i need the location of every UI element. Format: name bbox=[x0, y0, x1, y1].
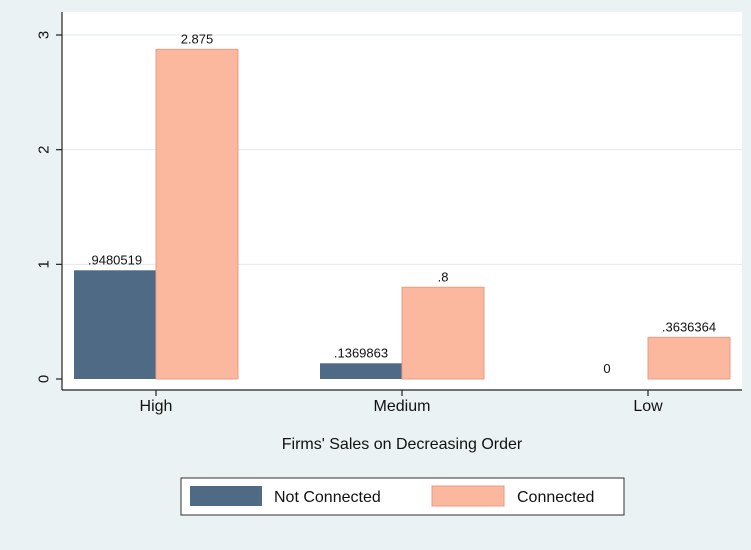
legend-swatch bbox=[431, 485, 505, 507]
bar-not-connected-medium bbox=[320, 363, 402, 379]
x-tick-label: High bbox=[140, 398, 173, 415]
bars bbox=[74, 48, 731, 380]
data-label: .1369863 bbox=[334, 345, 388, 360]
y-tick-label: 2 bbox=[36, 145, 53, 153]
data-label: .3636364 bbox=[662, 319, 716, 334]
x-tick-label: Low bbox=[633, 398, 663, 415]
x-axis-title: Firms' Sales on Decreasing Order bbox=[282, 436, 523, 453]
bar-connected-high bbox=[155, 48, 239, 380]
bar-connected-medium bbox=[401, 286, 485, 380]
data-label: .8 bbox=[438, 269, 449, 284]
data-label: 0 bbox=[603, 361, 610, 376]
legend-label: Connected bbox=[517, 489, 594, 506]
axes: 0 1 2 3 High Medium Low bbox=[36, 12, 742, 415]
legend: Not Connected Connected bbox=[180, 477, 625, 516]
data-label: 2.875 bbox=[181, 31, 214, 46]
data-label: .9480519 bbox=[88, 252, 142, 267]
bar-not-connected-high bbox=[74, 270, 156, 379]
y-tick-label: 0 bbox=[36, 375, 53, 383]
data-labels: .9480519 2.875 .1369863 .8 0 .3636364 bbox=[88, 31, 716, 376]
legend-swatch bbox=[190, 486, 262, 506]
legend-label: Not Connected bbox=[274, 489, 381, 506]
y-tick-label: 3 bbox=[36, 31, 53, 39]
y-tick-label: 1 bbox=[36, 260, 53, 268]
bar-connected-low bbox=[647, 336, 731, 380]
x-tick-label: Medium bbox=[374, 398, 431, 415]
